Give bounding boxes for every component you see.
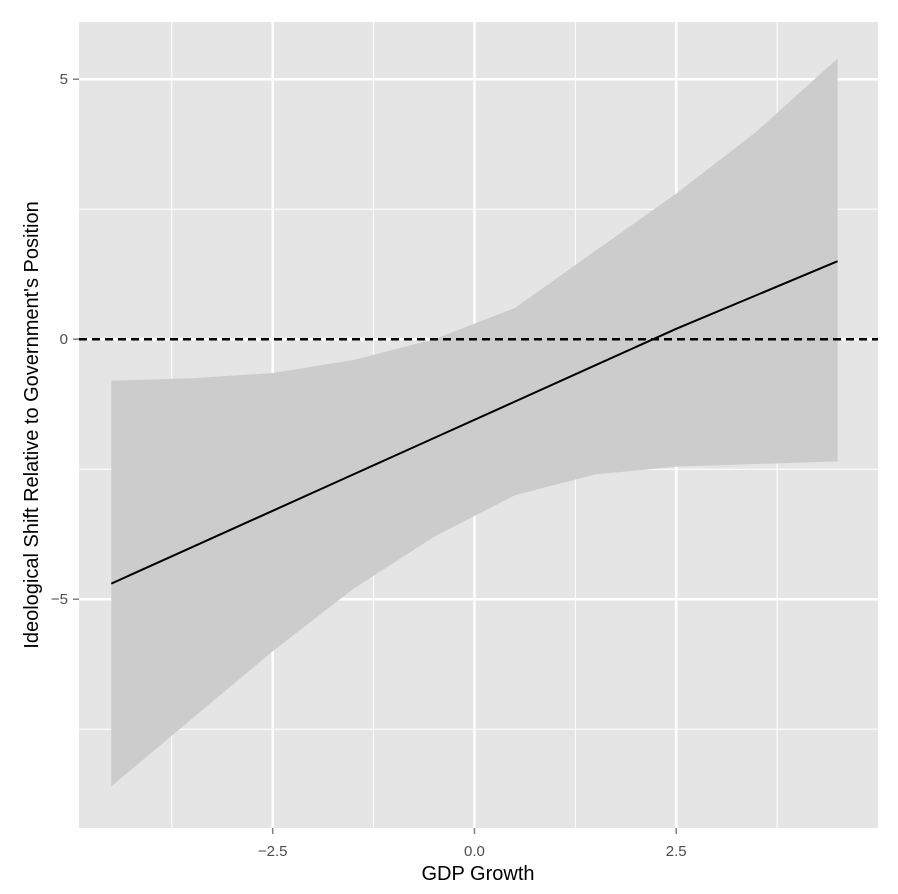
x-tick-label: −2.5 [258, 843, 288, 860]
confidence-ribbon [111, 58, 838, 787]
y-axis-title: Ideological Shift Relative to Government… [21, 201, 43, 648]
fit-line-layer [110, 260, 838, 585]
y-tick-label: −5 [51, 591, 68, 608]
x-tick-label: 2.5 [666, 843, 687, 860]
confidence-band [111, 58, 838, 787]
fit-line [110, 260, 838, 585]
y-tick-label: 5 [60, 71, 68, 88]
x-tick-label: 0.0 [464, 843, 485, 860]
y-tick-label: 0 [60, 331, 68, 348]
x-axis-title: GDP Growth [422, 863, 535, 885]
x-axis: −2.5 0.0 2.5 [258, 828, 687, 860]
y-axis: −5 0 5 [51, 71, 79, 608]
